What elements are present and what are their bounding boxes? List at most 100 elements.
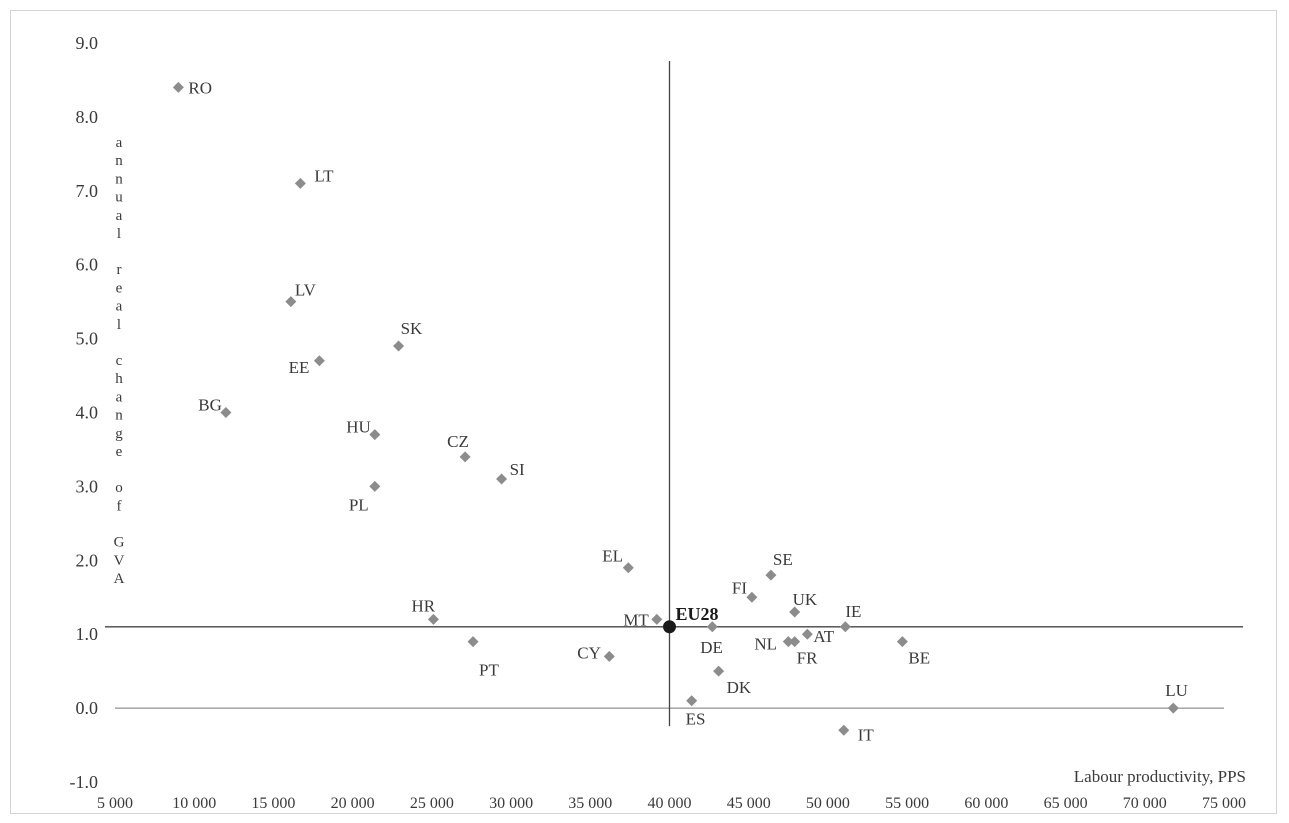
y-axis-title-char: h — [115, 371, 123, 387]
x-tick-label: 15 000 — [251, 795, 295, 812]
data-point-pt — [467, 636, 479, 648]
data-point-pl — [369, 480, 381, 492]
point-label-it: IT — [858, 725, 875, 744]
x-tick-label: 40 000 — [648, 795, 692, 812]
x-tick-label: 5 000 — [97, 795, 133, 812]
data-point-fr — [789, 636, 801, 648]
point-label-si: SI — [510, 460, 525, 479]
y-tick-label: 3.0 — [76, 476, 99, 496]
point-label-de: DE — [700, 638, 723, 657]
x-tick-label: 60 000 — [964, 795, 1008, 812]
y-axis-title-char: l — [117, 317, 121, 333]
data-point-lu — [1167, 702, 1179, 714]
y-axis-title-char: n — [115, 408, 123, 424]
data-point-dk — [713, 665, 725, 677]
data-point-lv — [285, 296, 297, 308]
x-tick-label: 30 000 — [489, 795, 533, 812]
data-point-ee — [313, 355, 325, 367]
data-point-cz — [459, 451, 471, 463]
y-tick-label: 2.0 — [76, 550, 99, 570]
point-label-at: AT — [813, 627, 834, 646]
data-point-el — [622, 562, 634, 574]
point-label-hr: HR — [411, 596, 435, 615]
data-point-ie — [839, 621, 851, 633]
x-tick-label: 10 000 — [172, 795, 216, 812]
x-tick-label: 75 000 — [1202, 795, 1246, 812]
y-axis-title-char: l — [117, 226, 121, 242]
x-axis-title: Labour productivity, PPS — [1074, 767, 1246, 786]
point-label-be: BE — [908, 649, 930, 668]
data-point-sk — [393, 340, 405, 352]
y-axis-title-char: f — [117, 498, 122, 514]
y-axis-title-char: u — [115, 190, 123, 206]
y-tick-label: 8.0 — [76, 107, 99, 127]
data-point-nl — [782, 636, 794, 648]
x-tick-label: 70 000 — [1123, 795, 1167, 812]
y-tick-label: 9.0 — [76, 33, 99, 53]
point-label-ie: IE — [845, 602, 861, 621]
point-label-lt: LT — [314, 166, 334, 185]
x-tick-label: 20 000 — [331, 795, 375, 812]
point-label-sk: SK — [401, 319, 423, 338]
axes-layer: -1.0 0.0 1.0 2.0 3.0 4.0 5.0 6.0 7.0 8.0 9.0 5 000 1… — [70, 33, 1247, 812]
point-labels: EU28 RO LT LV EE SK BG HU CZ PL SI EL HR MT PT CY DE DK ES… — [188, 78, 1188, 744]
data-point-mt — [651, 613, 663, 625]
x-tick-label: 45 000 — [727, 795, 771, 812]
y-axis-title-char: r — [117, 262, 122, 278]
point-label-el: EL — [602, 547, 623, 566]
x-tick-label: 50 000 — [806, 795, 850, 812]
point-label-lu: LU — [1165, 681, 1188, 700]
y-tick-label: 7.0 — [76, 181, 99, 201]
y-tick-label: 6.0 — [76, 255, 99, 275]
y-axis-title-char: e — [116, 444, 123, 460]
point-label-cy: CY — [577, 643, 601, 662]
data-point-be — [896, 636, 908, 648]
point-label-pt: PT — [479, 661, 499, 680]
data-point-uk — [789, 606, 801, 618]
y-axis-title-char: V — [114, 553, 125, 569]
y-tick-label: 1.0 — [76, 624, 99, 644]
point-label-nl: NL — [754, 635, 777, 654]
y-tick-label: 4.0 — [76, 403, 99, 423]
point-label-lv: LV — [295, 281, 317, 300]
x-tick-label: 55 000 — [885, 795, 929, 812]
point-label-es: ES — [686, 710, 706, 729]
y-axis-title-char: n — [115, 171, 123, 187]
y-axis-title-char: o — [115, 480, 123, 496]
data-point-lt — [294, 177, 306, 189]
data-point-ro — [172, 81, 184, 93]
point-label-fr: FR — [797, 649, 818, 668]
data-point-hr — [427, 613, 439, 625]
y-axis-title-char: n — [115, 153, 123, 169]
y-axis-title-char: a — [116, 389, 123, 405]
y-axis-title-char: G — [114, 535, 125, 551]
data-point-fi — [746, 591, 758, 603]
data-point-bg — [220, 407, 232, 418]
data-point-se — [765, 569, 777, 581]
point-label-ee: EE — [289, 358, 310, 377]
y-axis-title-char: e — [116, 280, 123, 296]
data-point-si — [496, 473, 508, 485]
x-tick-label: 65 000 — [1044, 795, 1088, 812]
data-point-cy — [603, 650, 615, 662]
reference-point-label: EU28 — [676, 604, 719, 624]
point-label-dk: DK — [727, 678, 752, 697]
point-label-bg: BG — [198, 396, 222, 415]
x-tick-label: 25 000 — [410, 795, 454, 812]
data-point-es — [686, 695, 698, 707]
point-label-ro: RO — [188, 78, 212, 97]
y-tick-label: -1.0 — [70, 772, 99, 792]
y-axis-title-char: c — [116, 353, 123, 369]
y-axis-title-char: a — [116, 299, 123, 315]
point-label-pl: PL — [349, 495, 369, 514]
data-point-it — [838, 724, 850, 736]
reference-point — [663, 620, 676, 634]
point-label-hu: HU — [346, 418, 371, 437]
y-axis-title-char: A — [114, 571, 125, 587]
y-axis-title-char: a — [116, 135, 123, 151]
point-label-se: SE — [773, 550, 793, 569]
chart-frame: -1.0 0.0 1.0 2.0 3.0 4.0 5.0 6.0 7.0 8.0 9.0 5 000 1… — [10, 10, 1277, 814]
y-axis-title-char: a — [116, 208, 123, 224]
data-points — [172, 81, 1179, 736]
